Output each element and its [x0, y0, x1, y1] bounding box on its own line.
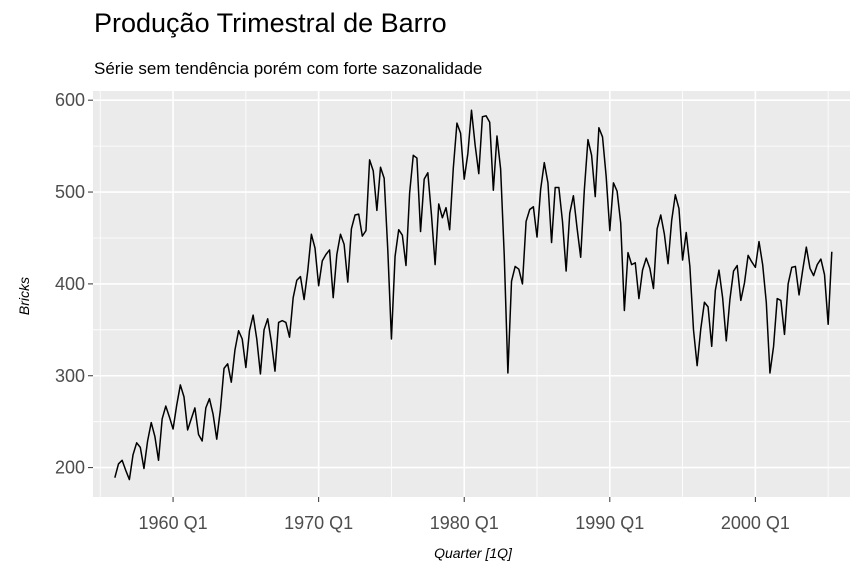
y-tick-label: 500 [55, 182, 85, 202]
y-tick-label: 600 [55, 90, 85, 110]
x-tick-label: 1980 Q1 [430, 513, 499, 533]
y-axis-title: Bricks [16, 277, 32, 315]
axis-ticks [88, 99, 756, 502]
x-tick-label: 1960 Q1 [139, 513, 208, 533]
x-tick-label: 1970 Q1 [284, 513, 353, 533]
chart-title: Produção Trimestral de Barro [94, 8, 447, 38]
x-axis-tick-labels: 1960 Q1 1970 Q1 1980 Q1 1990 Q1 2000 Q1 [139, 513, 790, 533]
plot-panel [93, 91, 850, 497]
x-axis-title: Quarter [1Q] [434, 545, 513, 561]
minor-gridlines [93, 91, 850, 497]
series-line [114, 109, 833, 481]
x-tick-label: 2000 Q1 [721, 513, 790, 533]
chart-subtitle: Série sem tendência porém com forte sazo… [94, 59, 483, 78]
x-tick-label: 1990 Q1 [575, 513, 644, 533]
series-lines [114, 109, 833, 481]
y-tick-label: 200 [55, 458, 85, 478]
y-tick-label: 300 [55, 366, 85, 386]
y-tick-label: 400 [55, 274, 85, 294]
y-axis-tick-labels: 200 300 400 500 600 [55, 90, 85, 477]
major-gridlines [93, 91, 850, 497]
